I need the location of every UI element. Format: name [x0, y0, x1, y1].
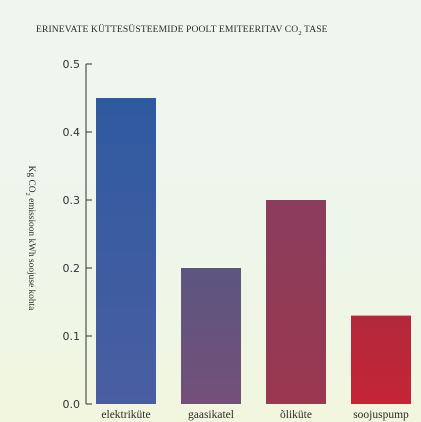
x-tick-label-elektriküte: elektriküte: [101, 409, 150, 421]
bar-õliküte: [266, 200, 326, 404]
x-tick-label-soojuspump: soojuspump: [353, 409, 409, 421]
y-axis: 0.0 0.1 0.2 0.3 0.4 0.5: [63, 58, 92, 411]
chart-title-tail: TASE: [301, 24, 328, 35]
bar-soojuspump: [351, 315, 411, 404]
y-tick-label-0.2: 0.2: [63, 262, 81, 275]
x-axis: elektriküte gaasikatel õliküte soojuspump: [101, 409, 409, 421]
y-tick-label-0.0: 0.0: [63, 398, 81, 411]
bar-elektriküte: [96, 98, 156, 404]
chart-title-text: ERINEVATE KÜTTESÜSTEEMIDE POOLT EMITEERI…: [36, 24, 299, 35]
chart-title: ERINEVATE KÜTTESÜSTEEMIDE POOLT EMITEERI…: [36, 24, 328, 37]
y-tick-label-0.5: 0.5: [63, 58, 81, 71]
x-tick-label-gaasikatel: gaasikatel: [188, 409, 234, 421]
y-tick-label-0.1: 0.1: [63, 330, 81, 343]
x-tick-label-õliküte: õliküte: [280, 409, 312, 421]
bars-group: [96, 98, 411, 404]
bar-gaasikatel: [181, 268, 241, 404]
y-tick-label-0.3: 0.3: [63, 194, 81, 207]
y-tick-label-0.4: 0.4: [63, 126, 81, 139]
chart-title-subscript: 2: [298, 29, 302, 37]
